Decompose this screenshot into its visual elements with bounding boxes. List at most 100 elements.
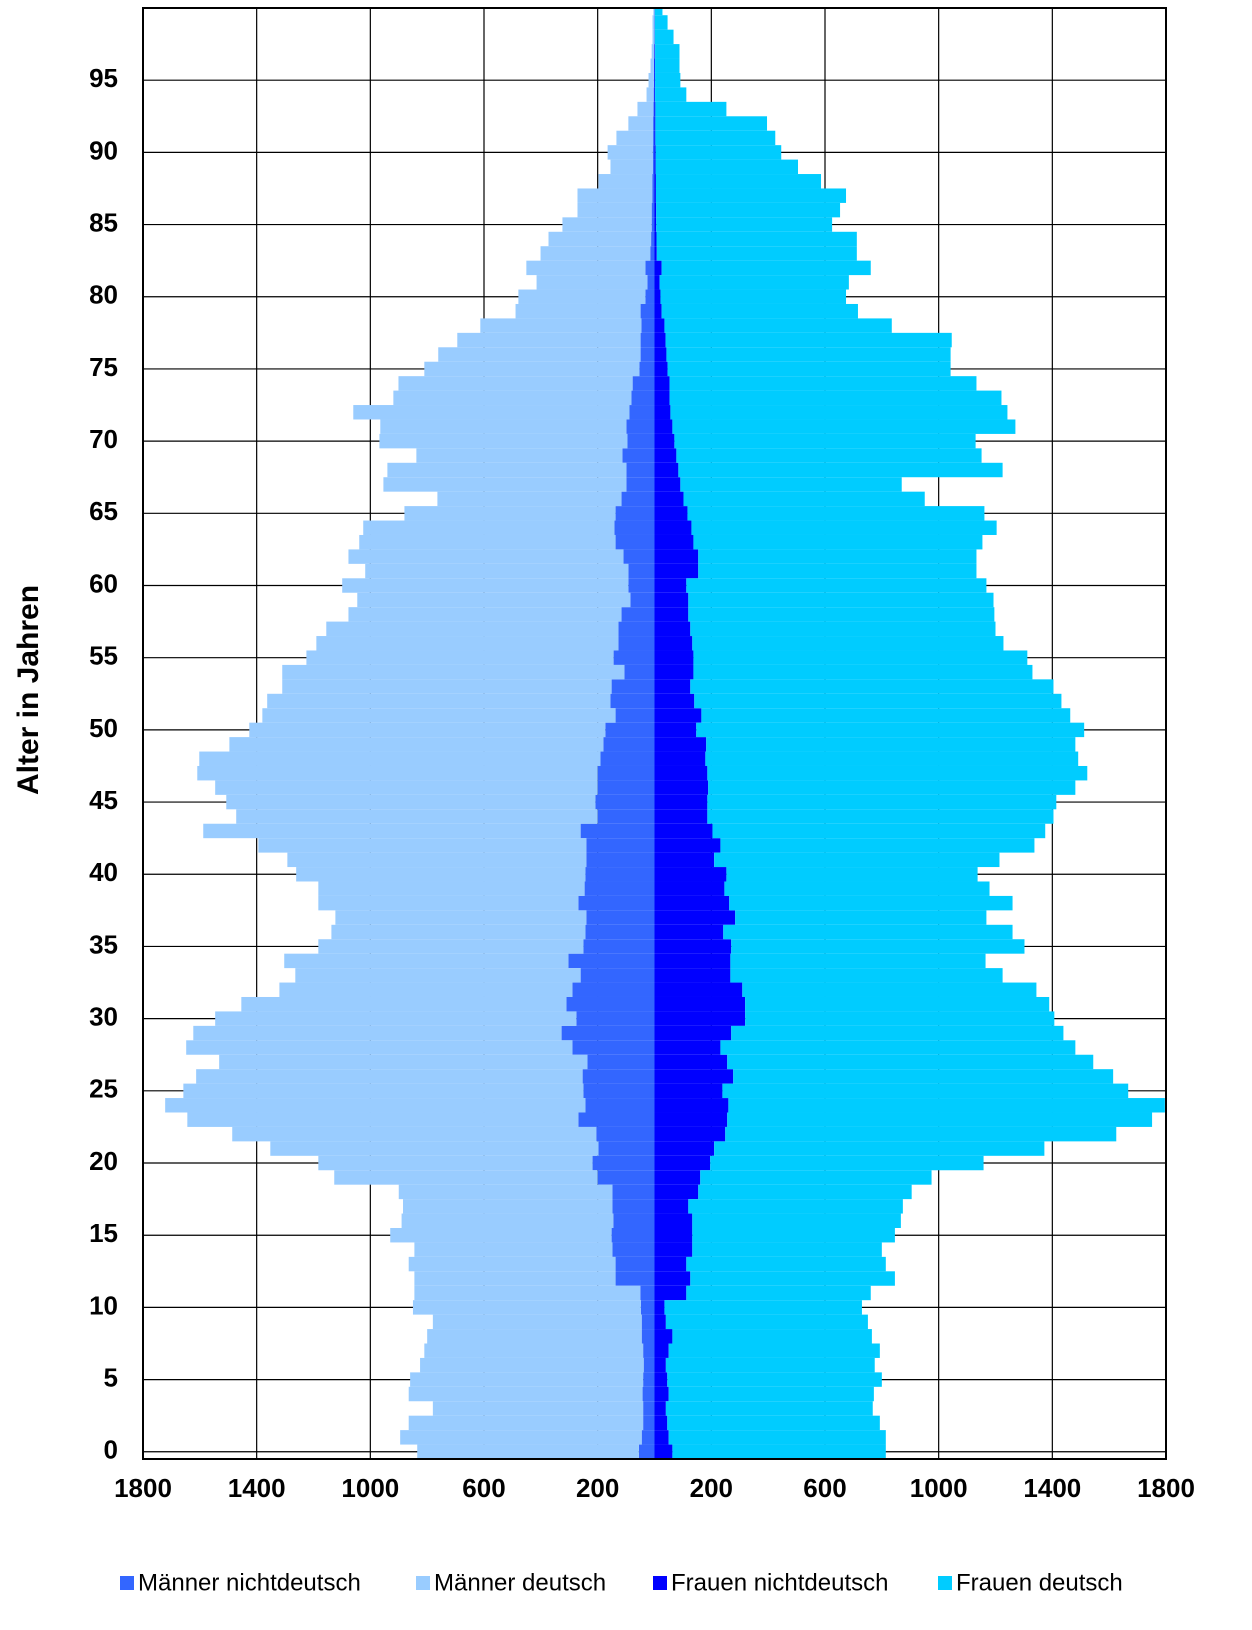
bar [603, 737, 654, 751]
bar [656, 217, 832, 231]
bar [585, 881, 655, 895]
x-tick-label: 600 [803, 1473, 846, 1503]
bar [655, 492, 684, 506]
bar [714, 853, 999, 867]
bar [655, 275, 660, 289]
bar [664, 1300, 861, 1314]
bar [670, 405, 1007, 419]
bar [318, 939, 583, 953]
bar [655, 1387, 669, 1401]
x-tick-label: 1400 [228, 1473, 286, 1503]
bar [622, 607, 655, 621]
bar [516, 304, 641, 318]
bar [655, 131, 775, 145]
legend-swatch [416, 1576, 430, 1590]
x-tick-label: 1000 [910, 1473, 968, 1503]
bar [183, 1084, 583, 1098]
bar [655, 1286, 687, 1300]
bar [652, 44, 655, 58]
bar [348, 549, 623, 563]
bar [363, 521, 614, 535]
bar [655, 694, 695, 708]
bar [270, 1141, 598, 1155]
bar [287, 853, 586, 867]
bar [655, 564, 699, 578]
bar [416, 448, 622, 462]
bar [668, 362, 951, 376]
bar [365, 564, 628, 578]
bar [654, 87, 655, 101]
bar [186, 1040, 572, 1054]
y-tick-label: 55 [89, 641, 118, 671]
bar [655, 939, 732, 953]
bar [712, 824, 1045, 838]
bar [655, 1242, 693, 1256]
bar [296, 867, 585, 881]
bar [655, 1055, 728, 1069]
bar [598, 1170, 655, 1184]
bar [258, 838, 586, 852]
bar [267, 694, 610, 708]
bar [410, 1372, 643, 1386]
bar [387, 463, 626, 477]
bar [219, 1055, 587, 1069]
bar [652, 217, 655, 231]
bar [656, 203, 840, 217]
bar [586, 853, 654, 867]
bar [655, 535, 694, 549]
bar [735, 910, 986, 924]
bar [402, 1214, 614, 1228]
bar [655, 73, 680, 87]
bar [662, 261, 871, 275]
bar [655, 434, 675, 448]
y-tick-label: 50 [89, 713, 118, 743]
bar [653, 131, 654, 145]
bar [409, 1416, 643, 1430]
bar [642, 1430, 655, 1444]
bar [616, 1271, 655, 1285]
bar [666, 347, 950, 361]
bar [610, 694, 654, 708]
bar [655, 1011, 746, 1025]
bar [637, 102, 653, 116]
bar [690, 622, 995, 636]
bar [714, 1141, 1044, 1155]
bar [655, 809, 708, 823]
bar [655, 1343, 669, 1357]
bar [655, 73, 656, 87]
bar [655, 593, 689, 607]
legend-label: Frauen nichtdeutsch [671, 1569, 888, 1596]
bar [353, 405, 629, 419]
bar [249, 723, 605, 737]
x-tick-label: 1800 [114, 1473, 172, 1503]
bar [666, 1401, 873, 1415]
bar [598, 766, 655, 780]
bar [359, 535, 615, 549]
bar [655, 261, 662, 275]
bar [647, 87, 654, 101]
bar [642, 1329, 655, 1343]
y-tick-label: 95 [89, 63, 118, 93]
bar [722, 1084, 1128, 1098]
bar [694, 694, 1061, 708]
bar [165, 1098, 585, 1112]
bar [612, 1228, 655, 1242]
bar [241, 997, 566, 1011]
bar [655, 232, 657, 246]
bar [655, 708, 702, 722]
legend-label: Männer deutsch [434, 1569, 606, 1596]
bar [729, 896, 1012, 910]
bar [537, 275, 648, 289]
bar [656, 160, 798, 174]
x-tick-label: 1800 [1137, 1473, 1195, 1503]
bar [605, 723, 654, 737]
bar [653, 102, 654, 116]
bar [655, 1069, 734, 1083]
bar [581, 968, 655, 982]
bar [683, 492, 924, 506]
bar [409, 1257, 616, 1271]
bar [576, 1011, 654, 1025]
bar [650, 246, 654, 260]
bar [655, 838, 721, 852]
